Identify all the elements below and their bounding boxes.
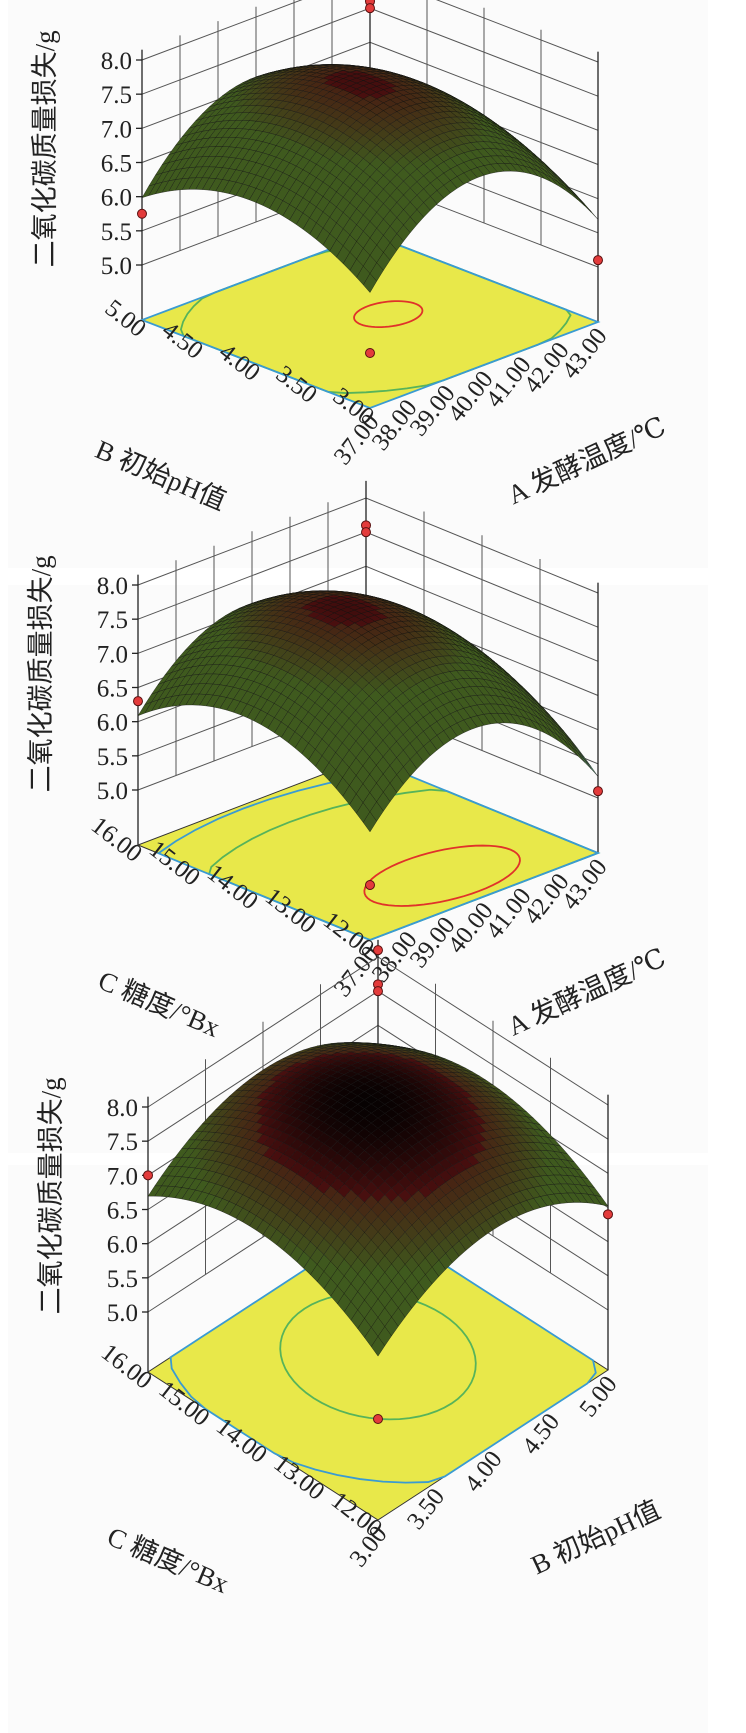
z-tick-label: 8.0 bbox=[97, 573, 128, 600]
surface-cell bbox=[571, 192, 584, 206]
design-point-marker bbox=[594, 256, 603, 265]
z-tick-label: 7.5 bbox=[101, 82, 132, 109]
z-tick-label: 6.0 bbox=[107, 1232, 138, 1259]
surface-cell bbox=[584, 759, 598, 776]
left-axis-tick-label: 5.00 bbox=[100, 295, 151, 343]
design-point-marker bbox=[374, 987, 383, 996]
z-tick-label: 6.5 bbox=[107, 1198, 138, 1225]
design-point-marker bbox=[374, 946, 383, 955]
z-tick-label: 8.0 bbox=[101, 48, 132, 75]
z-tick-label: 7.0 bbox=[97, 641, 128, 668]
design-point-marker bbox=[594, 787, 603, 796]
z-tick-label: 6.5 bbox=[97, 676, 128, 703]
z-tick-label: 7.0 bbox=[107, 1163, 138, 1190]
z-axis: 5.0 5.5 6.0 6.5 7.0 7.5 8.0 二氧化碳质量损失/g bbox=[30, 30, 142, 280]
z-tick-label: 7.5 bbox=[107, 1129, 138, 1156]
left-axis-label: C 糖度/°Bx bbox=[103, 1521, 234, 1599]
design-point-marker bbox=[366, 349, 375, 358]
surface-chart-ph-sugar: 5.05.56.06.57.07.58.0二氧化碳质量损失/g16.0015.0… bbox=[8, 1165, 708, 1725]
z-tick-label: 5.0 bbox=[97, 778, 128, 805]
design-point-marker bbox=[362, 528, 371, 537]
z-axis-label: 二氧化碳质量损失/g bbox=[26, 555, 56, 792]
z-tick-label: 6.5 bbox=[101, 151, 132, 178]
left-axis-label: C 糖度/°Bx bbox=[94, 965, 225, 1043]
z-tick-label: 8.0 bbox=[107, 1095, 138, 1122]
z-tick-label: 5.0 bbox=[107, 1300, 138, 1327]
z-axis: 5.0 5.5 6.0 6.5 7.0 7.5 8.0 二氧化碳质量损失/g bbox=[26, 555, 138, 805]
z-tick-label: 5.5 bbox=[101, 219, 132, 246]
surface-cell bbox=[578, 753, 592, 770]
design-point-marker bbox=[366, 4, 375, 13]
z-tick-label: 5.0 bbox=[101, 253, 132, 280]
design-point-marker bbox=[604, 1210, 613, 1219]
design-point-marker bbox=[138, 209, 147, 218]
z-tick-label: 7.5 bbox=[97, 607, 128, 634]
response-surface bbox=[142, 64, 598, 292]
design-point-marker bbox=[144, 1171, 153, 1180]
z-axis-label: 二氧化碳质量损失/g bbox=[36, 1077, 66, 1314]
design-point-marker bbox=[366, 881, 375, 890]
right-axis-label: A 发酵温度/℃ bbox=[503, 411, 670, 510]
right-axis-label: A 发酵温度/℃ bbox=[503, 942, 670, 1041]
left-axis-label: B 初始pH值 bbox=[91, 434, 230, 516]
right-axis-tick-label: 3.00 bbox=[345, 1521, 393, 1572]
z-tick-label: 6.0 bbox=[97, 710, 128, 737]
z-axis-label: 二氧化碳质量损失/g bbox=[30, 30, 60, 267]
design-point-marker bbox=[134, 697, 143, 706]
right-axis-label: B 初始pH值 bbox=[526, 1494, 664, 1580]
z-tick-label: 5.5 bbox=[107, 1266, 138, 1293]
design-point-marker bbox=[374, 1415, 383, 1424]
z-tick-label: 7.0 bbox=[101, 116, 132, 143]
z-tick-label: 6.0 bbox=[101, 185, 132, 212]
z-tick-label: 5.5 bbox=[97, 744, 128, 771]
